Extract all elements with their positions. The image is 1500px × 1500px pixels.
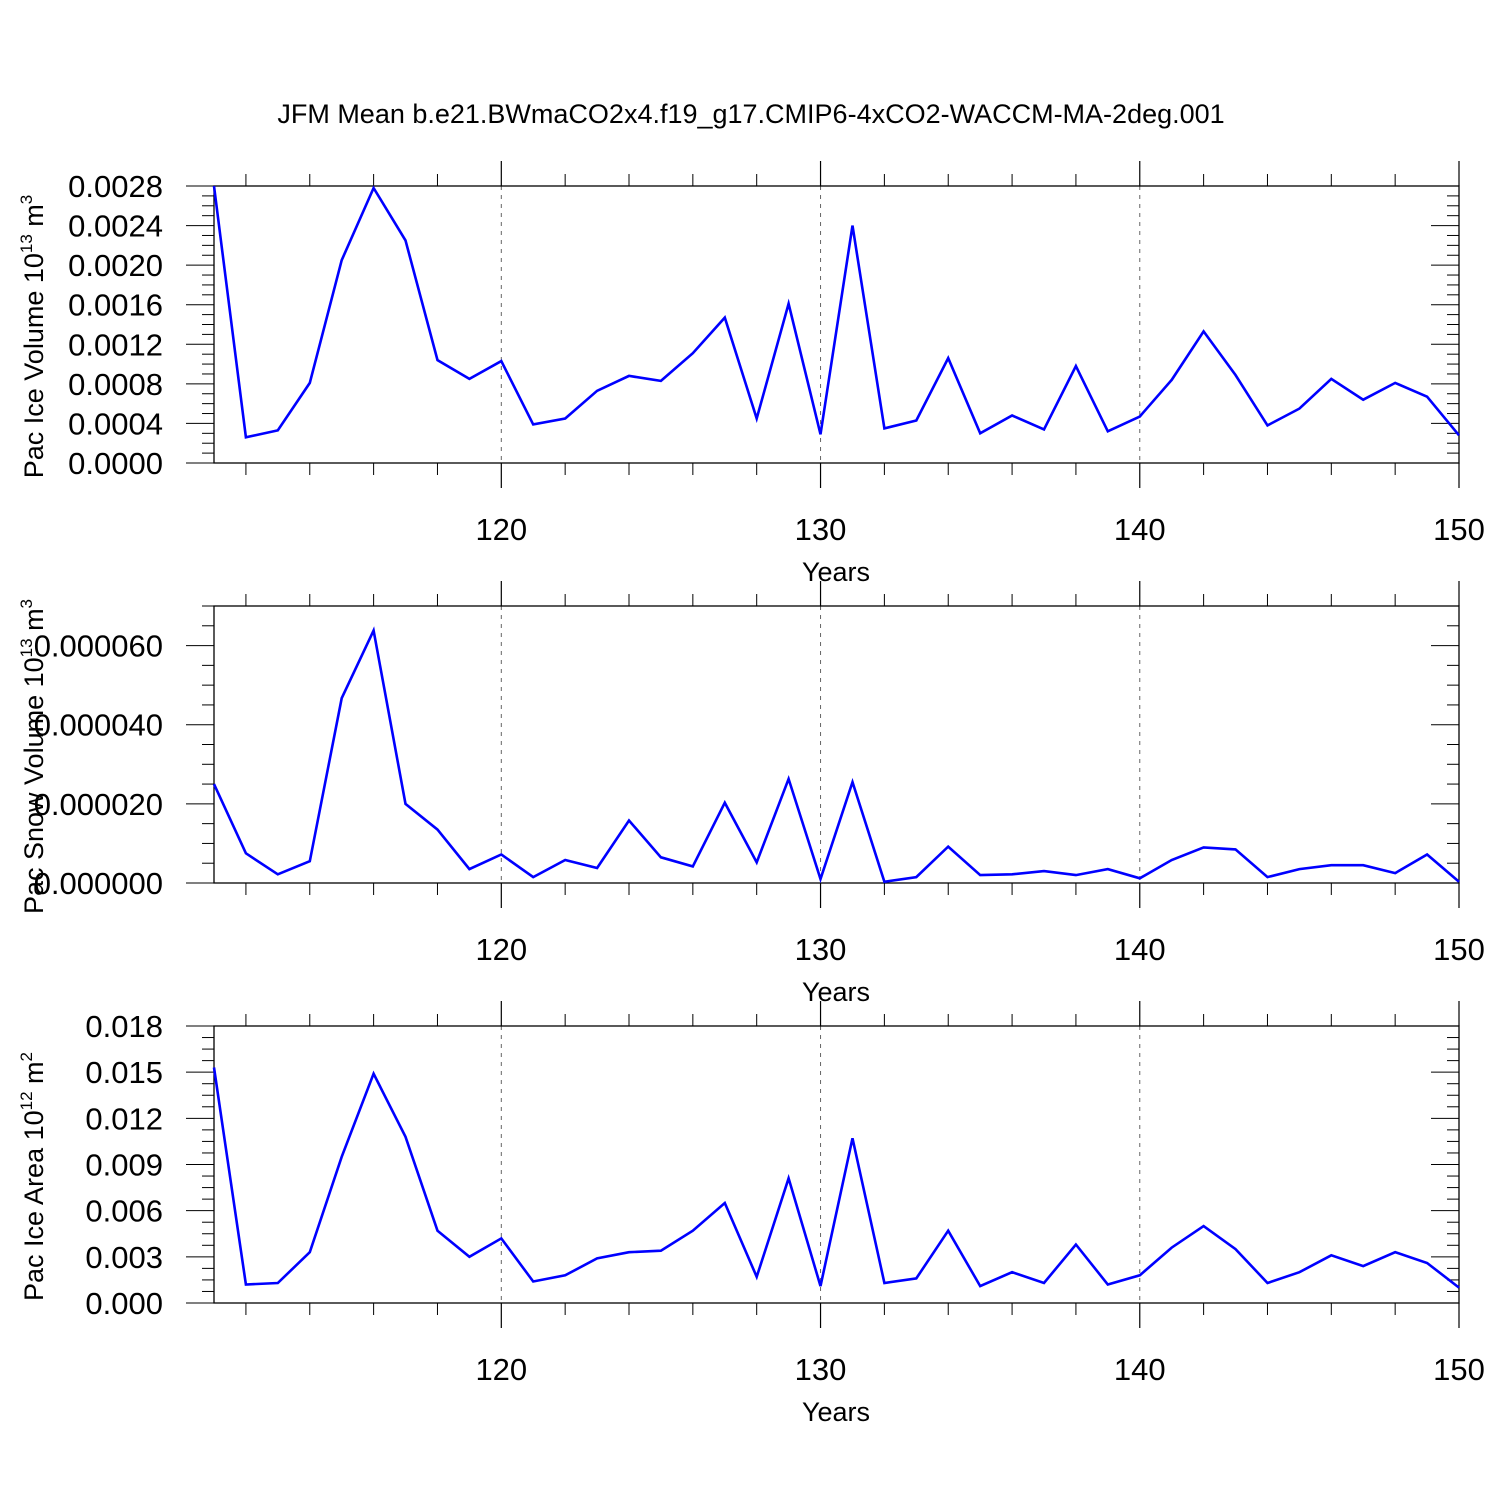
- y-tick-label: 0.0028: [68, 169, 163, 204]
- y-tick-label: 0.0004: [68, 406, 163, 441]
- y-tick-label: 0.012: [85, 1101, 163, 1136]
- panel-3: 120 130 140 150 0.000 0.003 0.006 0.009 0.012 0.0…: [17, 1001, 1485, 1427]
- y-tick-label: 0.003: [85, 1240, 163, 1275]
- y-tick-label: 0.0012: [68, 327, 163, 362]
- y-tick-label: 0.000000: [34, 866, 163, 901]
- y-tick-label: 0.000040: [34, 708, 163, 743]
- y-tick-label: 0.000060: [34, 629, 163, 664]
- y-tick-label: 0.009: [85, 1148, 163, 1183]
- x-tick-label: 140: [1114, 1352, 1166, 1387]
- x-tick-label: 130: [795, 932, 847, 967]
- y-axis-label: Pac Ice Volume 1013 m3: [17, 195, 49, 479]
- y-tick-label: 0.015: [85, 1055, 163, 1090]
- y-tick-label: 0.018: [85, 1009, 163, 1044]
- y-tick-label: 0.000: [85, 1286, 163, 1321]
- plot-frame: [213, 605, 1460, 884]
- series-line: [212, 626, 1460, 884]
- y-tick-label: 0.0008: [68, 367, 163, 402]
- y-tick-label: 0.0016: [68, 288, 163, 323]
- x-tick-label: 130: [795, 1352, 847, 1387]
- series-line: [212, 1067, 1460, 1289]
- x-tick-label: 150: [1433, 512, 1485, 547]
- plot-frame: [213, 1025, 1460, 1304]
- y-tick-label: 0.0020: [68, 248, 163, 283]
- y-axis-label: Pac Snow Volume 1013 m3: [17, 599, 49, 914]
- x-tick-label: 140: [1114, 512, 1166, 547]
- x-tick-label: 130: [795, 512, 847, 547]
- x-tick-label: 150: [1433, 932, 1485, 967]
- y-tick-label: 0.0024: [68, 209, 163, 244]
- chart-title: JFM Mean b.e21.BWmaCO2x4.f19_g17.CMIP6-4…: [277, 99, 1224, 129]
- panel-1: 120 130 140 150 0.0000 0.0004 0.0008 0.0012 0.00…: [17, 161, 1485, 587]
- series-line: [212, 185, 1461, 439]
- panel-2: 120 130 140 150 0.000000 0.000020 0.000040 0.00…: [17, 581, 1485, 1007]
- x-axis-label: Years: [802, 977, 870, 1007]
- y-tick-label: 0.0000: [68, 446, 163, 481]
- y-axis-label: Pac Ice Area 1012 m2: [17, 1052, 49, 1301]
- x-tick-label: 140: [1114, 932, 1166, 967]
- x-tick-label: 120: [475, 932, 527, 967]
- x-tick-label: 120: [475, 512, 527, 547]
- y-tick-label: 0.000020: [34, 787, 163, 822]
- x-axis-label: Years: [802, 557, 870, 587]
- x-axis-label: Years: [802, 1397, 870, 1427]
- x-tick-label: 120: [475, 1352, 527, 1387]
- y-tick-label: 0.006: [85, 1194, 163, 1229]
- x-tick-label: 150: [1433, 1352, 1485, 1387]
